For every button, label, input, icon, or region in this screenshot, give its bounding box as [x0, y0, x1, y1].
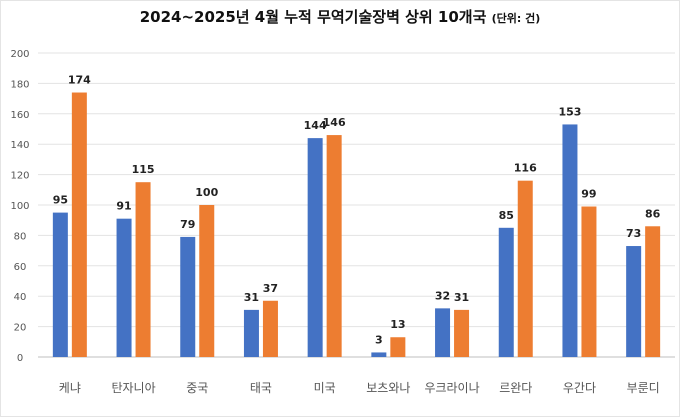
data-label: 31 [454, 291, 469, 304]
y-tick-label: 200 [10, 49, 29, 60]
data-label: 144 [304, 119, 327, 132]
y-tick-label: 140 [10, 140, 29, 151]
bar-2025 [326, 135, 342, 357]
bar-2025 [645, 226, 661, 357]
data-label: 100 [195, 186, 218, 199]
data-label: 31 [244, 291, 259, 304]
bar-2025 [581, 206, 597, 357]
y-tick-label: 160 [10, 110, 29, 121]
bar-2024 [498, 227, 514, 357]
y-tick-label: 120 [10, 171, 29, 182]
data-label: 146 [323, 116, 346, 129]
bar-2025 [454, 309, 470, 357]
data-label: 115 [132, 163, 155, 176]
y-tick-label: 20 [14, 323, 27, 334]
y-tick-label: 40 [14, 292, 27, 303]
data-label: 86 [645, 207, 661, 220]
bar-2025 [199, 205, 215, 357]
y-tick-label: 60 [14, 262, 27, 273]
bar-2024 [307, 138, 323, 357]
data-label: 91 [116, 200, 131, 213]
chart-title: 2024~2025년 4월 누적 무역기술장벽 상위 10개국 (단위: 건) [0, 6, 680, 27]
data-label: 116 [514, 162, 537, 175]
data-label: 73 [626, 227, 641, 240]
y-tick-label: 180 [10, 79, 29, 90]
x-tick-label: 케냐 [59, 381, 81, 395]
bar-2024 [180, 236, 196, 357]
chart-title-text: 2024~2025년 4월 누적 무역기술장벽 상위 10개국 [139, 8, 487, 26]
bar-2024 [52, 212, 68, 357]
bar-2024 [562, 124, 578, 357]
bar-2025 [71, 92, 87, 358]
data-label: 13 [390, 318, 405, 331]
bar-2025 [390, 337, 406, 357]
data-label: 32 [435, 289, 450, 302]
bar-2025 [262, 300, 278, 357]
data-label: 37 [263, 282, 278, 295]
x-tick-label: 중국 [186, 381, 208, 395]
x-tick-label: 보츠와나 [366, 381, 410, 395]
data-label: 85 [499, 209, 514, 222]
data-label: 174 [68, 74, 91, 87]
bar-2024 [116, 218, 132, 357]
x-tick-label: 우크라이나 [424, 381, 479, 395]
bar-2024 [626, 246, 642, 357]
data-label: 153 [558, 105, 581, 118]
bar-2024 [243, 309, 259, 357]
data-label: 95 [53, 194, 68, 207]
chart-unit: (단위: 건) [491, 12, 541, 25]
bar-2025 [517, 180, 533, 357]
y-tick-label: 80 [14, 231, 27, 242]
x-tick-label: 부룬디 [627, 381, 660, 395]
y-tick-label: 100 [10, 201, 29, 212]
y-tick-label: 0 [17, 353, 23, 364]
x-tick-label: 르완다 [499, 381, 532, 395]
x-tick-label: 미국 [314, 381, 336, 395]
data-label: 3 [375, 333, 383, 346]
x-tick-label: 탄자니아 [111, 381, 155, 395]
data-label: 79 [180, 218, 195, 231]
bar-2024 [371, 352, 387, 357]
x-tick-label: 우간다 [563, 381, 596, 395]
data-label: 99 [581, 188, 596, 201]
x-tick-label: 태국 [250, 381, 272, 395]
bar-2025 [135, 182, 151, 357]
bar-2024 [435, 308, 451, 357]
